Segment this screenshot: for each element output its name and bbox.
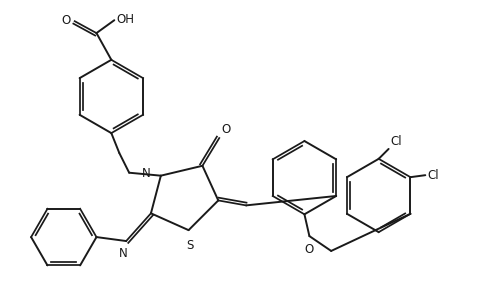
Text: O: O xyxy=(61,14,71,27)
Text: O: O xyxy=(305,243,314,256)
Text: N: N xyxy=(142,167,151,180)
Text: Cl: Cl xyxy=(427,169,439,182)
Text: OH: OH xyxy=(116,13,134,26)
Text: S: S xyxy=(186,239,193,252)
Text: Cl: Cl xyxy=(391,135,402,148)
Text: O: O xyxy=(221,123,231,136)
Text: N: N xyxy=(119,247,127,260)
